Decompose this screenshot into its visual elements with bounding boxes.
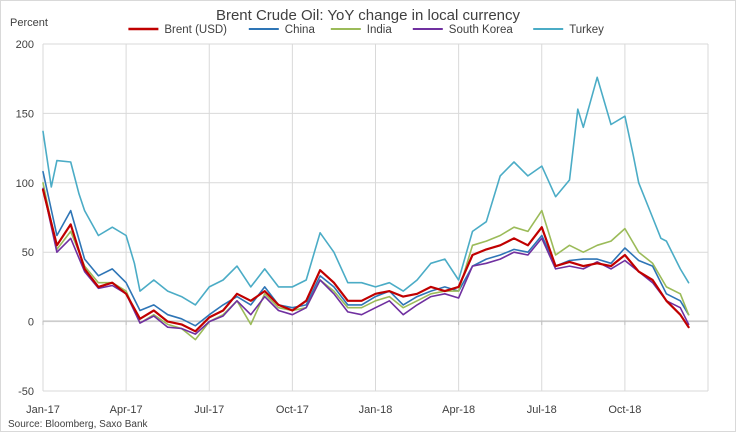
legend-label-south-korea: South Korea (449, 24, 514, 36)
x-tick-label: Jul-18 (527, 404, 557, 416)
series-line-turkey (42, 76, 690, 306)
y-tick-label: 100 (16, 178, 34, 190)
grid-lines (42, 43, 709, 392)
series-lines (41, 76, 690, 341)
y-tick-label: 150 (16, 108, 34, 120)
x-tick-label: Jul-17 (194, 404, 224, 416)
source-note: Source: Bloomberg, Saxo Bank (8, 419, 149, 430)
x-tick-label: Oct-18 (608, 404, 641, 416)
y-tick-label: 0 (28, 317, 34, 329)
legend-label-brent-usd: Brent (USD) (164, 24, 227, 36)
y-tick-label: 50 (22, 247, 34, 259)
x-tick-label: Jan-17 (26, 404, 60, 416)
x-tick-label: Jan-18 (359, 404, 393, 416)
x-tick-label: Oct-17 (276, 404, 309, 416)
y-tick-label: 200 (16, 39, 34, 51)
legend-label-china: China (285, 24, 316, 36)
chart-title: Brent Crude Oil: YoY change in local cur… (216, 7, 521, 24)
y-axis-unit-label: Percent (10, 17, 48, 29)
series-line-brent-usd (41, 188, 690, 333)
y-tick-label: -50 (18, 386, 34, 398)
legend-label-india: India (367, 24, 393, 36)
x-tick-label: Apr-17 (110, 404, 143, 416)
legend: Brent (USD) China India South Korea Turkey (128, 24, 604, 36)
x-tick-label: Apr-18 (442, 404, 475, 416)
series-line-india (42, 182, 690, 341)
series-line-south-korea (42, 187, 690, 335)
series-line-china (42, 170, 690, 327)
legend-label-turkey: Turkey (569, 24, 604, 36)
axes: -50 0 50 100 150 200 Jan-17 Apr-17 Jul-17 Oct-17 J… (16, 39, 708, 416)
